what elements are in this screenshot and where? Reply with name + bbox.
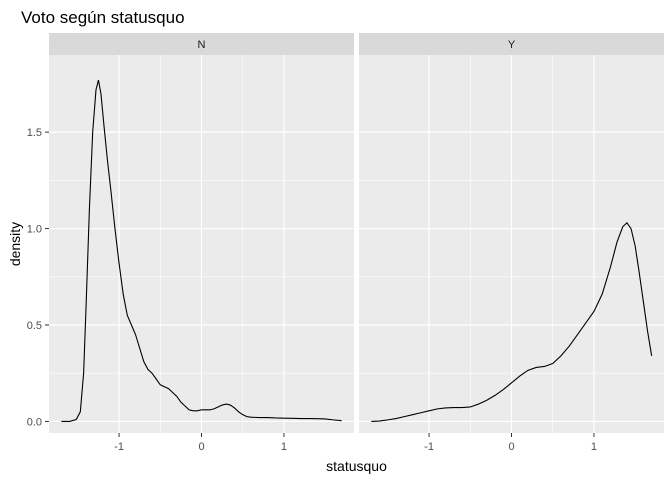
x-tick-label: 1 (281, 441, 287, 453)
x-tick-label: 0 (508, 441, 514, 453)
y-tick-label: 0.5 (27, 320, 42, 332)
density-line-y (371, 221, 653, 422)
y-axis: 0.0 0.5 1.0 1.5 (27, 127, 49, 428)
density-line-n (61, 79, 342, 422)
x-tick-label: -1 (424, 441, 434, 453)
x-axis-n: -1 0 1 (114, 433, 287, 453)
x-tick-label: -1 (114, 441, 124, 453)
facet-strip-n (49, 33, 354, 55)
facet-strip-label-y: Y (508, 39, 516, 51)
y-axis-title: density (7, 222, 23, 266)
grid-lines-n (49, 55, 354, 433)
x-axis-y: -1 0 1 (424, 433, 597, 453)
y-tick-label: 1.0 (27, 224, 42, 236)
x-tick-label: 1 (591, 441, 597, 453)
facet-strip-y (359, 33, 664, 55)
x-tick-label: 0 (198, 441, 204, 453)
chart-title: Voto según statusquo (21, 8, 185, 27)
facet-panel-y: Y (359, 33, 664, 433)
y-tick-label: 0.0 (27, 416, 42, 428)
facet-strip-label-n: N (198, 39, 206, 51)
y-tick-label: 1.5 (27, 127, 42, 139)
facet-panel-n: N (49, 33, 354, 433)
grid-lines-y (359, 55, 664, 433)
x-axis-title: statusquo (326, 458, 387, 474)
